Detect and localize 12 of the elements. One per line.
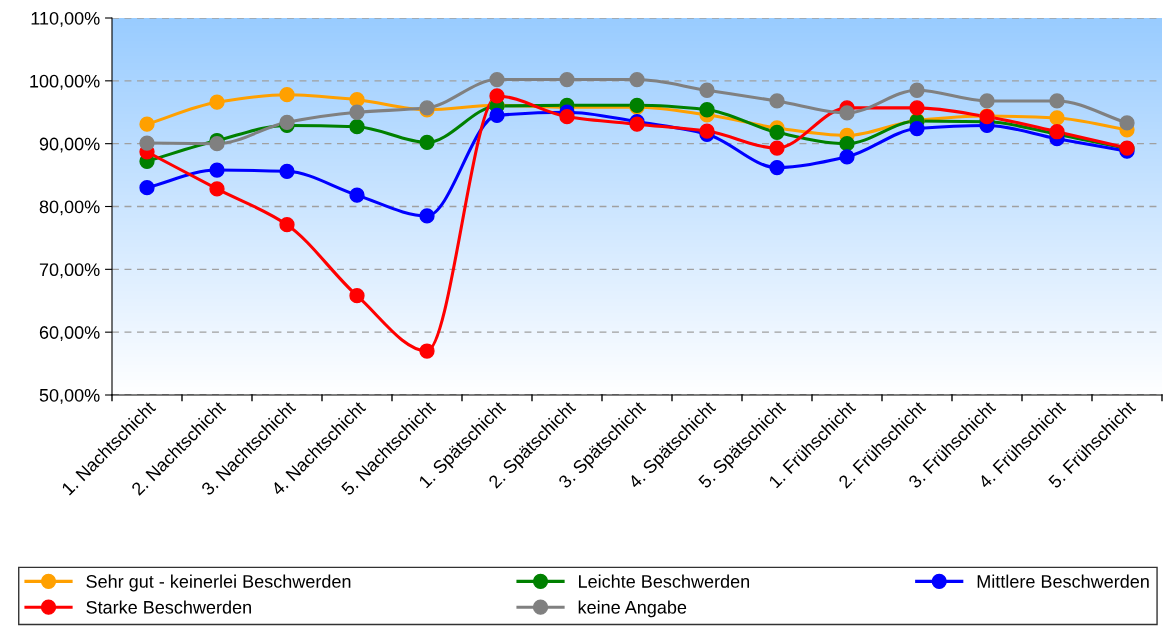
y-tick-label: 50,00% — [39, 388, 100, 404]
y-tick-label: 110,00% — [31, 11, 100, 27]
y-tick-label: 100,00% — [30, 74, 100, 90]
legend-label: Mittlere Beschwerden — [977, 574, 1149, 588]
legend-label: keine Angabe — [578, 600, 687, 618]
y-tick-label: 80,00% — [39, 200, 100, 216]
legend-label: Sehr gut - keinerlei Beschwerden — [86, 574, 351, 592]
y-tick-label: 60,00% — [39, 326, 100, 342]
y-tick-label: 90,00% — [39, 137, 100, 153]
legend-label: Starke Beschwerden — [86, 600, 251, 614]
legend-label: Leichte Beschwerden — [579, 574, 750, 588]
y-tick-label: 70,00% — [39, 263, 100, 279]
